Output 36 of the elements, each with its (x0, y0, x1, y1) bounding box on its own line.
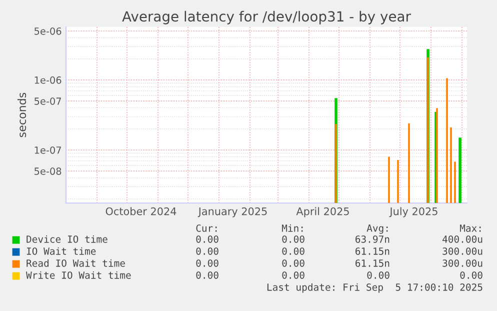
text: 0.00 (282, 259, 304, 267)
text: Max: (460, 224, 481, 232)
text: 300.00u (442, 259, 482, 267)
y-tick-label: 1e-07 (34, 146, 61, 154)
text: 0.00 (367, 271, 390, 279)
chart-title: Average latency for /dev/loop31 - by year (122, 10, 411, 24)
text: 0.00 (460, 271, 482, 279)
text: Min: (282, 224, 303, 232)
text: Cur: (196, 224, 217, 232)
text: 0.00 (196, 271, 218, 279)
x-tick-label: October 2024 (106, 207, 176, 216)
y-tick-label: 5e-07 (34, 98, 61, 105)
x-tick-label: April 2025 (296, 207, 349, 218)
text: 0.00 (282, 247, 304, 255)
x-tick-label: January 2025 (198, 207, 267, 218)
text: 400.00u (442, 235, 482, 243)
legend-label: IO Wait time (26, 247, 96, 255)
text: 0.00 (196, 235, 218, 243)
text: 61.15n (356, 247, 390, 255)
legend-label: Device IO time (26, 235, 108, 243)
text: 0.00 (196, 259, 218, 267)
legend-label: Read IO Wait time (26, 259, 125, 267)
text: 0.00 (282, 235, 304, 243)
text: 0.00 (196, 247, 218, 255)
text: 0.00 (282, 271, 304, 279)
legend-label: Write IO Wait time (26, 271, 131, 279)
x-tick-label: July 2025 (389, 207, 438, 218)
y-tick-label: 1e-06 (34, 76, 62, 84)
y-tick-label: 5e-06 (34, 27, 62, 35)
text: Avg: (366, 224, 388, 234)
text: Last update: Fri Sep 5 17:00:10 2025 (267, 283, 482, 293)
y-axis-title: seconds (17, 92, 26, 138)
text: 300.00u (442, 247, 482, 255)
y-tick-label: 5e-08 (34, 168, 62, 175)
text: 61.15n (356, 259, 390, 267)
text: 63.97n (356, 235, 390, 243)
